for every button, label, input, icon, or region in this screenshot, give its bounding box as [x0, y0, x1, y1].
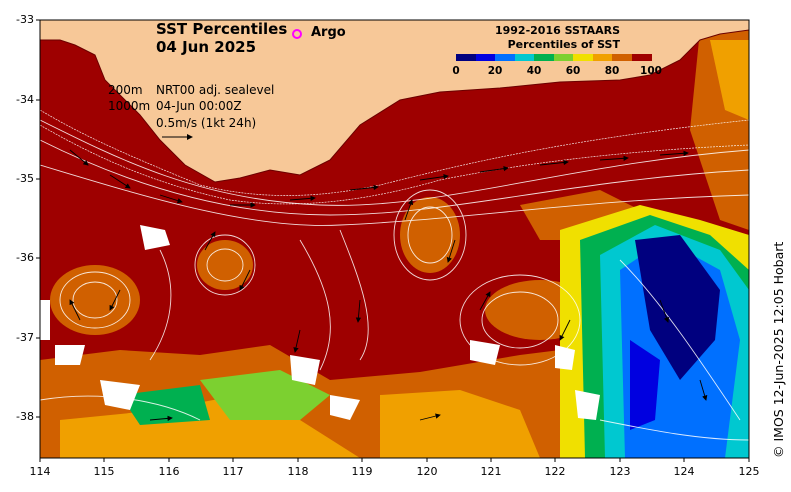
lon-label: 125 — [738, 465, 760, 478]
colorbar-segment — [495, 54, 515, 61]
map-border — [39, 19, 750, 459]
colorbar-tick: 0 — [452, 65, 460, 77]
cool-sst-zone — [560, 205, 749, 458]
depth-200-label: 200m — [108, 83, 143, 97]
lon-label: 122 — [544, 465, 566, 478]
colorbar-segment — [475, 54, 496, 61]
colorbar-segment — [514, 54, 535, 61]
colorbar-segment — [631, 54, 652, 61]
depth-1000-label: 1000m — [108, 99, 151, 113]
lat-label: -38 — [16, 410, 34, 423]
argo-label: Argo — [311, 25, 346, 40]
lat-label: -33 — [16, 13, 34, 26]
lon-label: 119 — [351, 465, 373, 478]
lon-label: 116 — [158, 465, 180, 478]
current-vectors — [69, 149, 708, 422]
colorbar-segment — [456, 54, 476, 61]
colorbar-tick: 40 — [526, 65, 542, 77]
lon-label: 120 — [416, 465, 438, 478]
lon-label: 115 — [93, 465, 115, 478]
mid-sst-zones — [60, 40, 749, 458]
colorbar-segment — [553, 54, 574, 61]
lat-label: -37 — [16, 331, 34, 344]
legend-subtitle: Percentiles of SST — [507, 38, 620, 51]
credit-label: © IMOS 12-Jun-2025 12:05 Hobart — [771, 241, 786, 458]
map-date: 04 Jun 2025 — [156, 38, 257, 56]
colorbar-segment — [573, 54, 593, 61]
lon-label: 123 — [609, 465, 631, 478]
product-label: NRT00 adj. sealevel — [156, 83, 275, 97]
lon-label: 118 — [287, 465, 309, 478]
map-title: SST Percentiles — [156, 20, 288, 38]
colorbar-segment — [592, 54, 613, 61]
lat-label: -36 — [16, 251, 34, 264]
lon-label: 114 — [29, 465, 51, 478]
colorbar-segment — [534, 54, 554, 61]
sea-level-contours — [40, 119, 749, 441]
vector-scale-label: 0.5m/s (1kt 24h) — [156, 116, 257, 130]
lon-label: 124 — [673, 465, 695, 478]
timestamp-label: 04-Jun 00:00Z — [156, 99, 242, 113]
legend-title: 1992-2016 SSTAARS — [494, 24, 620, 37]
colorbar-tick: 100 — [640, 65, 662, 77]
colorbar-tick: 60 — [565, 65, 581, 77]
lon-label: 121 — [480, 465, 502, 478]
cloud-gaps — [40, 225, 600, 420]
colorbar-tick: 80 — [604, 65, 620, 77]
colorbar-tick: 20 — [487, 65, 503, 77]
lat-label: -35 — [16, 172, 34, 185]
lat-label: -34 — [16, 93, 34, 106]
lon-label: 117 — [222, 465, 244, 478]
isobath-lines — [40, 109, 749, 205]
colorbar-segment — [612, 54, 632, 61]
axis-ticks — [36, 19, 750, 462]
argo-marker-icon — [292, 29, 302, 39]
